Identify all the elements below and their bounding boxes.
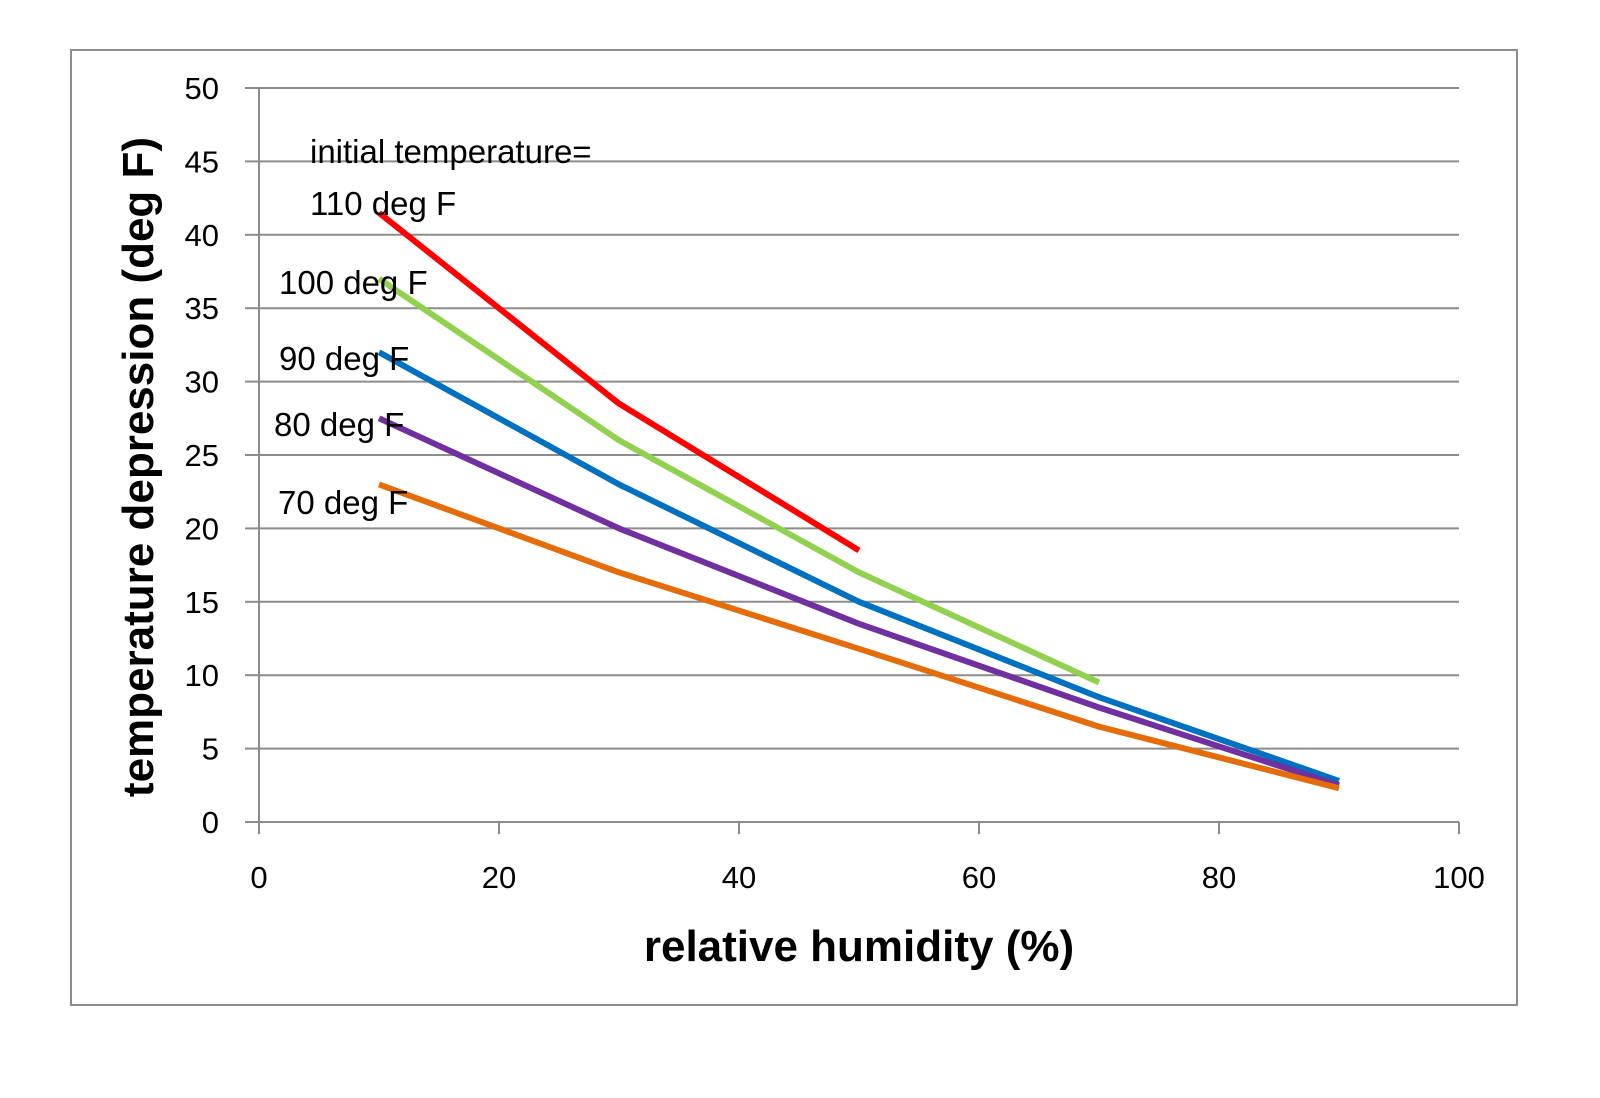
annotations: initial temperature= 110 deg F 100 deg F… <box>274 133 592 521</box>
series-line-2 <box>377 276 1101 686</box>
series-line-1 <box>377 210 861 553</box>
y-tick-label-50: 50 <box>185 71 219 106</box>
gridlines <box>259 87 1459 750</box>
x-tick-label-0: 0 <box>250 860 267 895</box>
y-axis-title: temperature depression (deg F) <box>114 137 163 797</box>
series-line-5 <box>377 481 1340 792</box>
y-tick-label-30: 30 <box>185 365 219 400</box>
axes <box>245 87 1460 834</box>
y-tick-label-15: 15 <box>185 585 219 620</box>
annotation-header-line1: initial temperature= <box>310 133 592 170</box>
annotation-label-80: 80 deg F <box>274 406 404 443</box>
x-tick-label-60: 60 <box>962 860 996 895</box>
series-line-4 <box>377 415 1340 789</box>
y-tick-label-45: 45 <box>185 144 219 179</box>
x-tick-label-40: 40 <box>722 860 756 895</box>
series-line-3 <box>377 349 1340 784</box>
y-tick-label-0: 0 <box>202 805 219 840</box>
annotation-label-100: 100 deg F <box>279 264 428 301</box>
annotation-label-70: 70 deg F <box>278 484 408 521</box>
y-tick-label-10: 10 <box>185 658 219 693</box>
x-tick-label-80: 80 <box>1202 860 1236 895</box>
series-lines <box>377 210 1340 792</box>
y-tick-label-40: 40 <box>185 218 219 253</box>
y-tick-label-25: 25 <box>185 438 219 473</box>
x-tick-label-100: 100 <box>1433 860 1485 895</box>
y-tick-label-20: 20 <box>185 511 219 546</box>
annotation-label-90: 90 deg F <box>279 340 409 377</box>
y-tick-label-5: 5 <box>202 732 219 767</box>
x-axis-title: relative humidity (%) <box>644 922 1074 971</box>
y-tick-label-35: 35 <box>185 291 219 326</box>
x-tick-label-20: 20 <box>482 860 516 895</box>
tick-labels: 0 5 10 15 20 25 30 35 40 45 50 0 20 40 60 80 100 <box>185 71 1485 895</box>
annotation-label-110: 110 deg F <box>310 185 456 222</box>
